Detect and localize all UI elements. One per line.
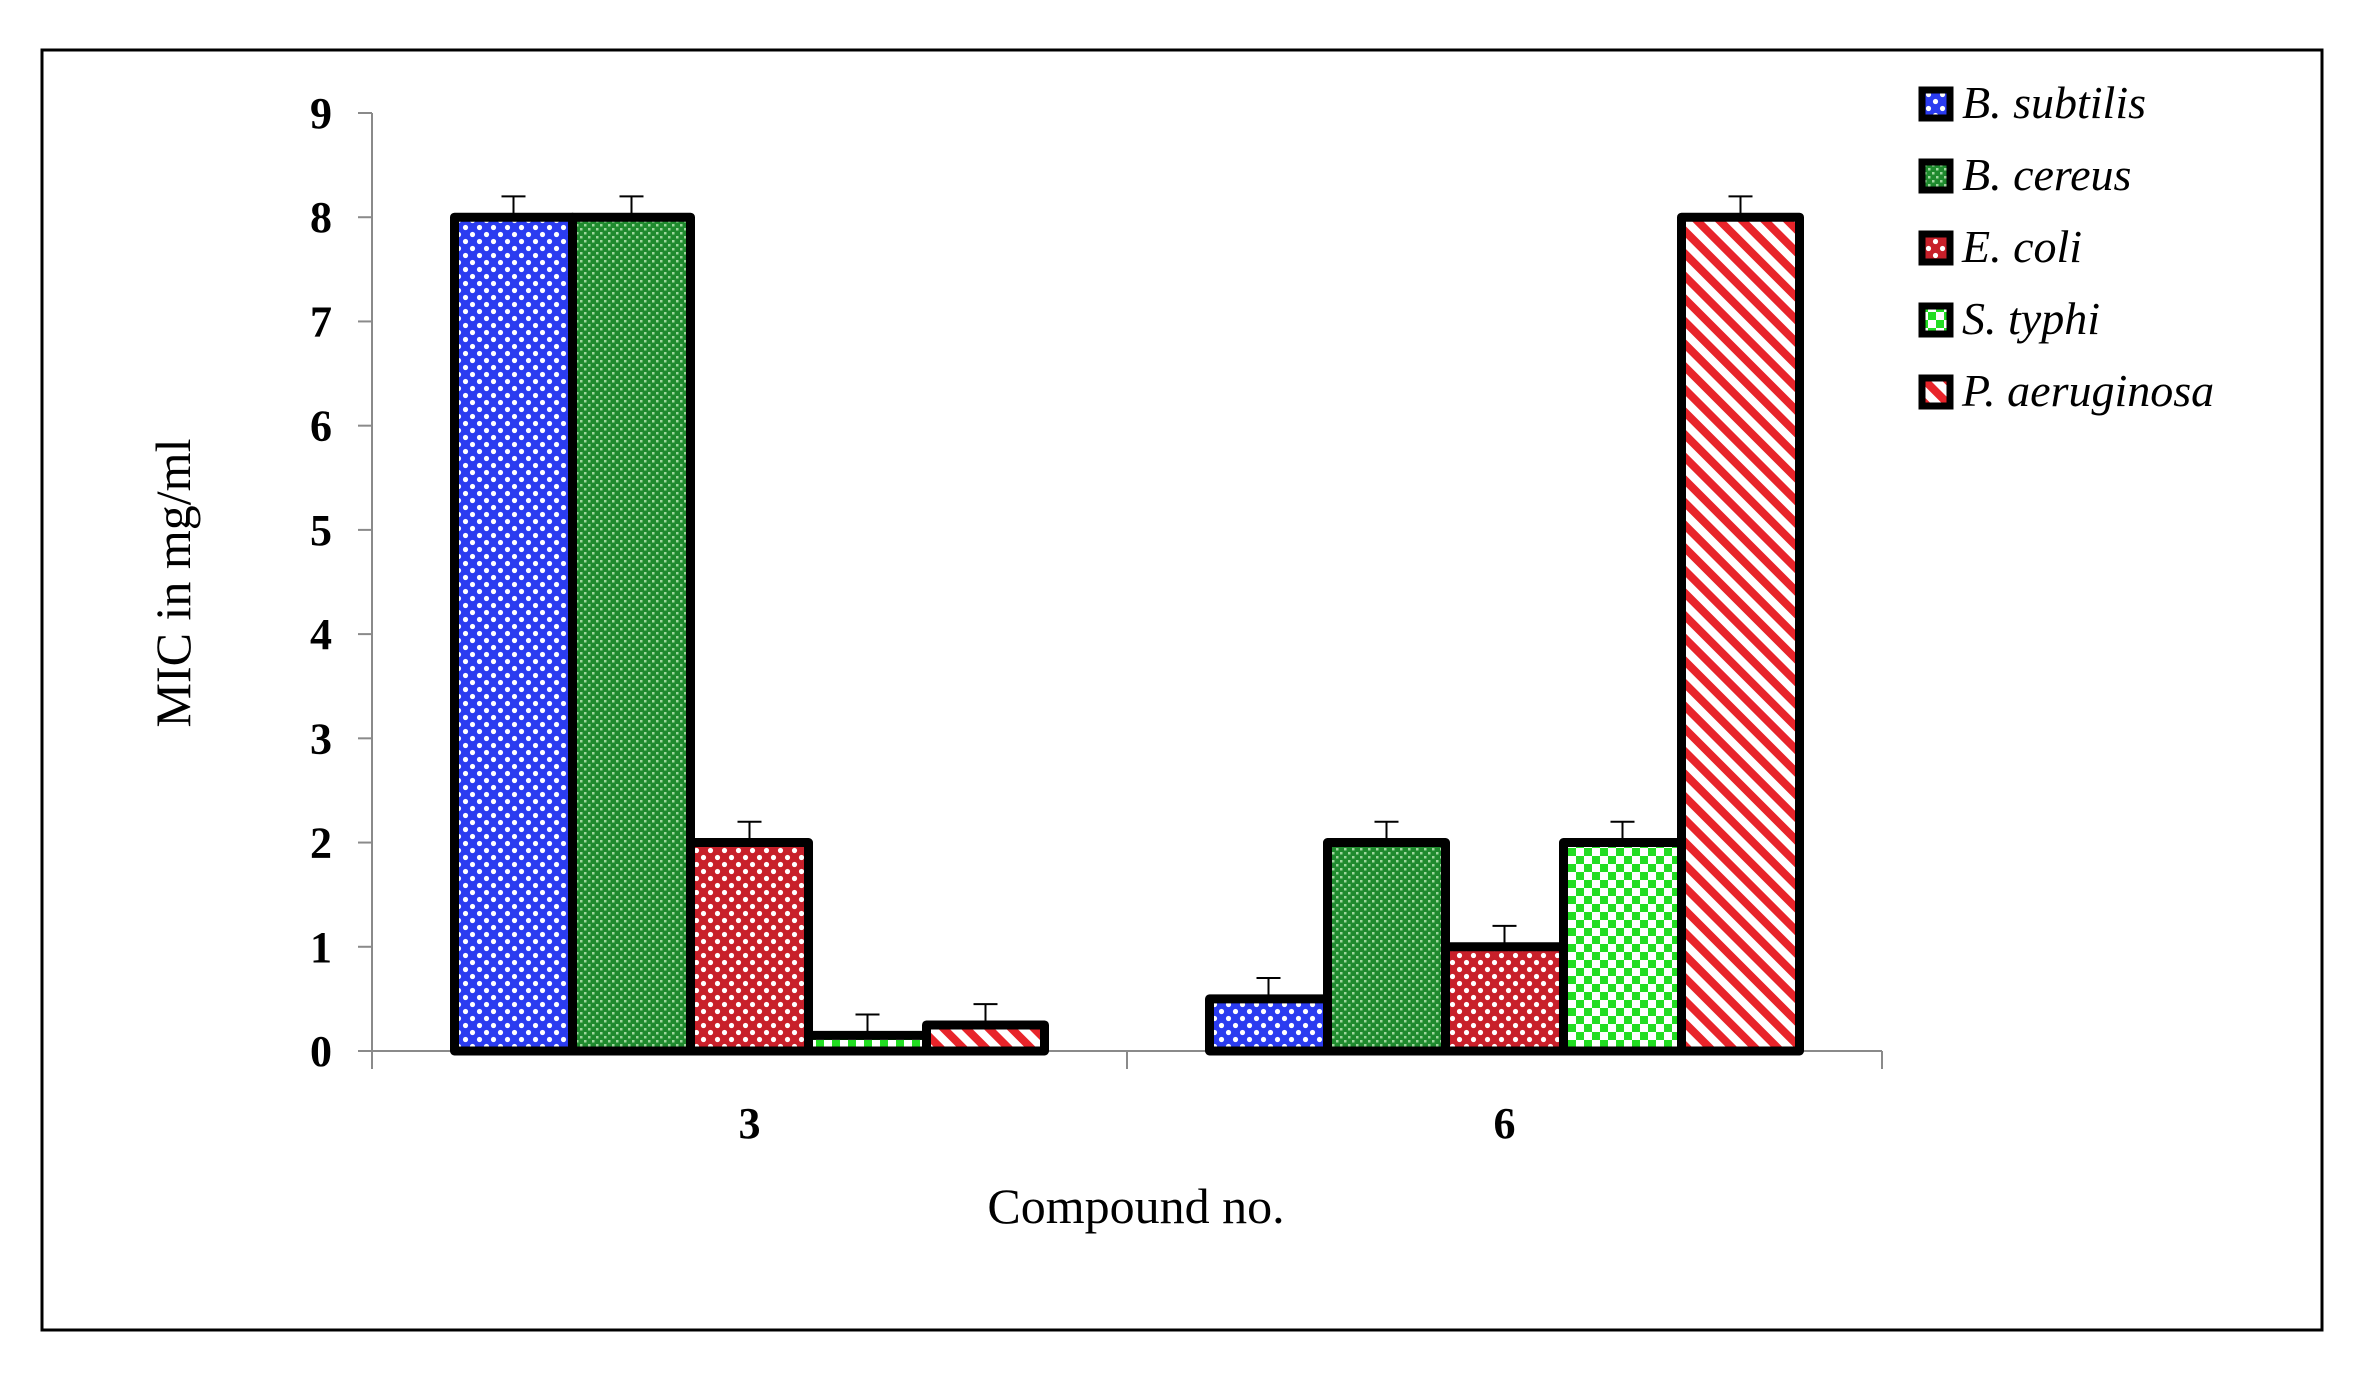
y-axis-ticks: 0 1 2 3 4 5 6 7 8 9: [310, 89, 372, 1076]
x-tick-label: 6: [1494, 1099, 1516, 1148]
y-tick-label: 0: [310, 1027, 332, 1076]
y-tick-label: 2: [310, 819, 332, 868]
y-tick-label: 3: [310, 714, 332, 763]
bar-b-cereus-compound-3: [568, 212, 695, 1056]
legend-swatch: [1918, 374, 1954, 410]
legend-swatch: [1918, 302, 1954, 338]
bar-b-subtilis-compound-3: [450, 212, 577, 1056]
error-bars-group: [501, 195, 1753, 1036]
y-tick-label: 5: [310, 506, 332, 555]
y-tick-label: 6: [310, 402, 332, 451]
y-tick-label: 8: [310, 193, 332, 242]
x-axis-title: Compound no.: [987, 1178, 1284, 1234]
legend-swatch: [1918, 158, 1954, 194]
legend-label: B. subtilis: [1962, 77, 2146, 128]
x-tick-label: 3: [739, 1099, 761, 1148]
legend-swatch: [1918, 86, 1954, 122]
y-tick-label: 1: [310, 923, 332, 972]
y-tick-label: 7: [310, 297, 332, 346]
bar-b-subtilis-compound-6: [1205, 994, 1332, 1056]
bar-s-typhi-compound-3: [804, 1030, 931, 1056]
legend-label: B. cereus: [1962, 149, 2131, 200]
legend-label: S. typhi: [1962, 293, 2100, 344]
bar-series-group: [450, 212, 1804, 1056]
bar-p-aeruginosa-compound-6: [1677, 212, 1804, 1056]
y-axis-title: MIC in mg/ml: [145, 439, 201, 728]
bar-e-coli-compound-3: [686, 838, 813, 1056]
y-tick-label: 4: [310, 610, 332, 659]
legend-label: E. coli: [1961, 221, 2082, 272]
legend-label: P. aeruginosa: [1961, 365, 2214, 416]
bar-p-aeruginosa-compound-3: [922, 1020, 1049, 1056]
bar-b-cereus-compound-6: [1323, 838, 1450, 1056]
bar-s-typhi-compound-6: [1559, 838, 1686, 1056]
legend: B. subtilis B. cereus E. coli S. typhi P. ae…: [1918, 77, 2214, 416]
y-tick-label: 9: [310, 89, 332, 138]
legend-swatch: [1918, 230, 1954, 266]
bar-e-coli-compound-6: [1441, 942, 1568, 1056]
